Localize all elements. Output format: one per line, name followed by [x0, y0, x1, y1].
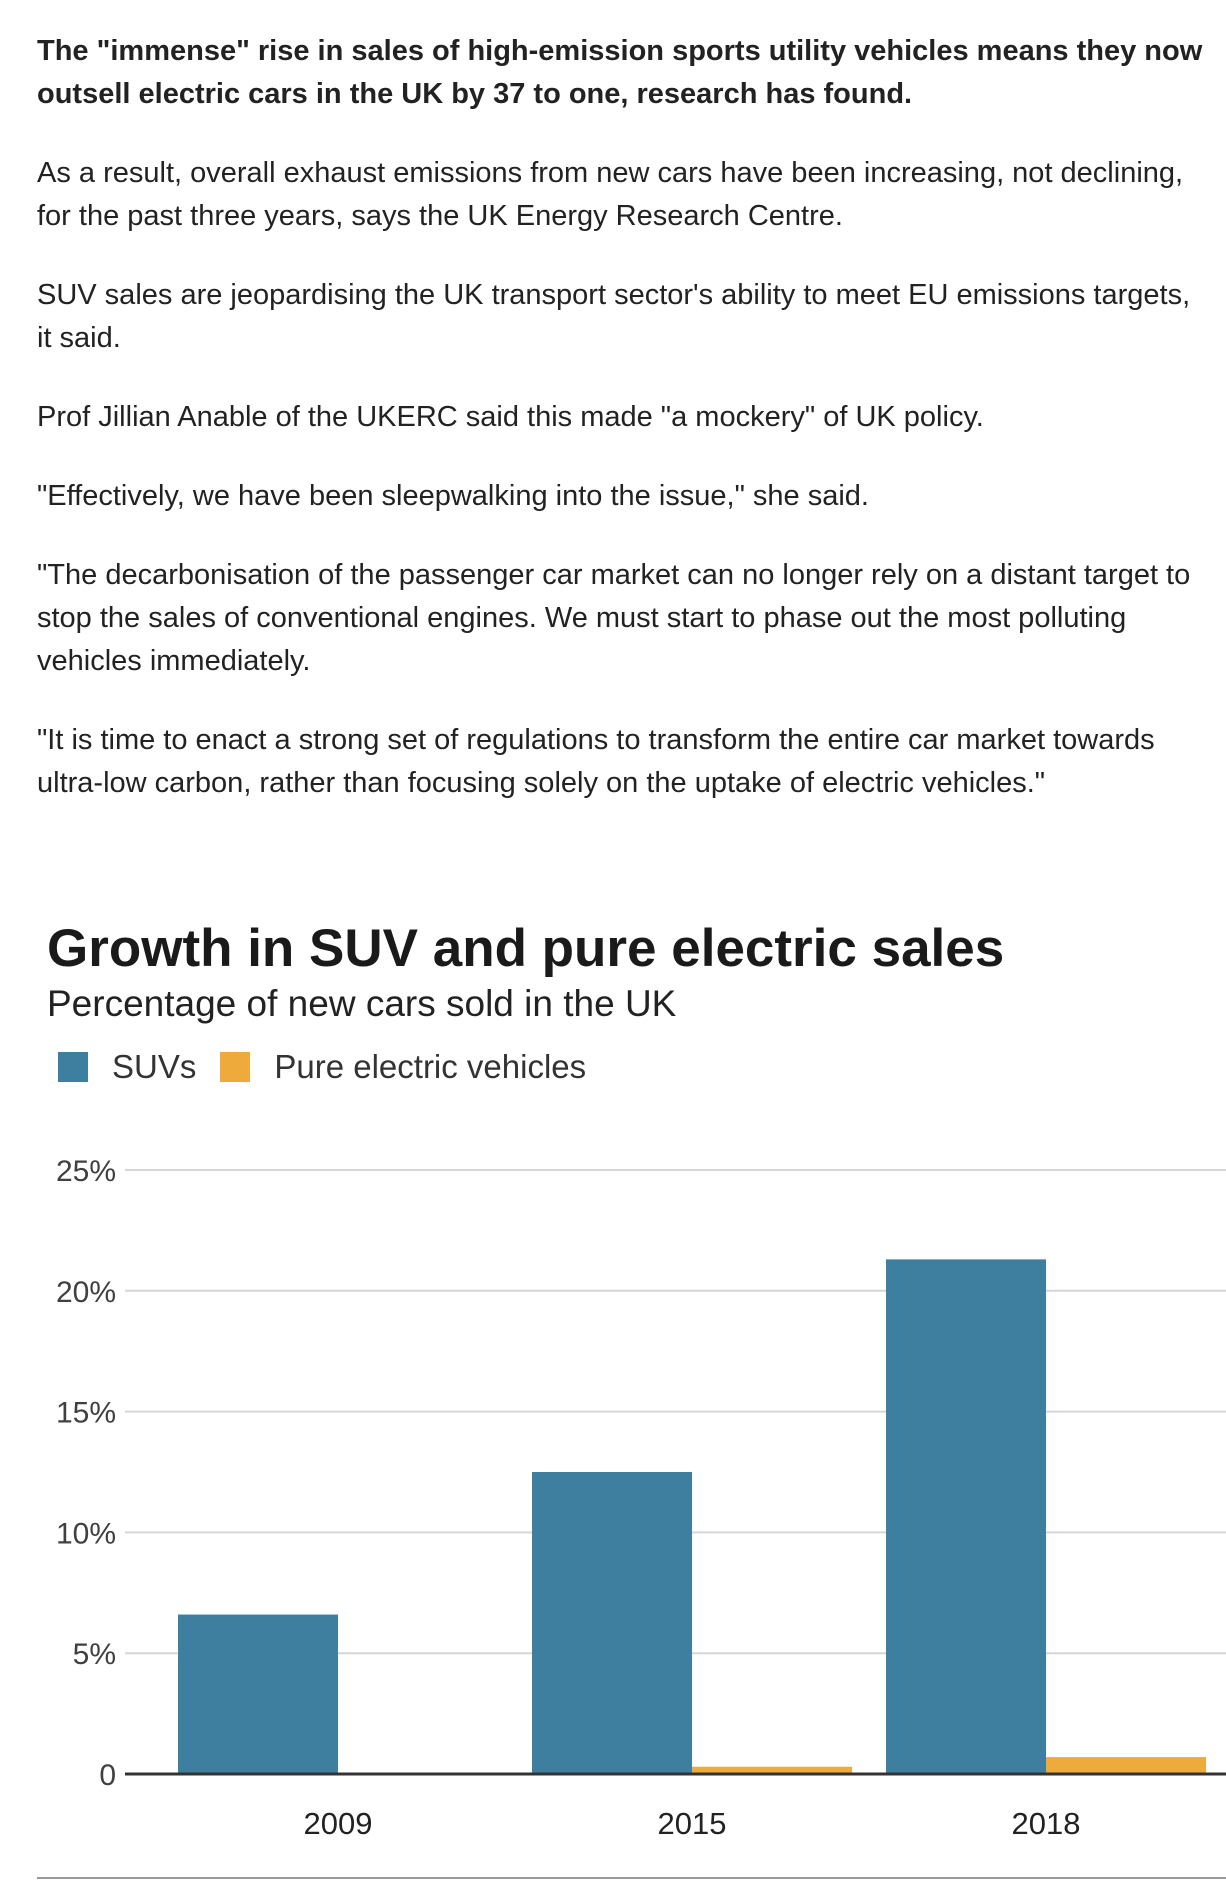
x-tick-label: 2015	[658, 1806, 727, 1841]
x-tick-label: 2018	[1012, 1806, 1081, 1841]
legend-item-electric: Pure electric vehicles	[220, 1048, 586, 1086]
article-paragraph: "Effectively, we have been sleepwalking …	[37, 480, 869, 512]
y-tick-label: 0	[99, 1759, 116, 1792]
bar-chart: 0 5% 10% 15% 20% 25% 2009 2015 2018	[37, 1155, 1226, 1879]
article-paragraph: "It is time to enact a strong set of reg…	[37, 724, 1155, 799]
chart-legend: SUVs Pure electric vehicles	[58, 1048, 610, 1086]
article-paragraph: As a result, overall exhaust emissions f…	[37, 157, 1184, 232]
bar-electric	[1046, 1757, 1206, 1774]
legend-label-suvs: SUVs	[112, 1048, 197, 1085]
article-paragraph: SUV sales are jeopardising the UK transp…	[37, 279, 1191, 354]
legend-swatch-electric	[220, 1052, 251, 1082]
x-tick-label: 2009	[304, 1806, 373, 1841]
article-paragraph: "The decarbonisation of the passenger ca…	[37, 559, 1191, 677]
bar-suvs	[178, 1614, 338, 1774]
article-intro: The "immense" rise in sales of high-emis…	[37, 35, 1203, 110]
y-tick-label: 25%	[56, 1155, 116, 1188]
chart-subtitle: Percentage of new cars sold in the UK	[47, 983, 677, 1024]
legend-label-electric: Pure electric vehicles	[274, 1048, 587, 1085]
bar-suvs	[532, 1472, 692, 1774]
y-tick-label: 20%	[56, 1276, 116, 1309]
y-tick-label: 15%	[56, 1397, 116, 1430]
legend-swatch-suvs	[58, 1052, 88, 1082]
y-tick-label: 5%	[73, 1638, 116, 1671]
bar-electric	[692, 1766, 852, 1774]
article-paragraph: Prof Jillian Anable of the UKERC said th…	[37, 401, 984, 433]
y-tick-label: 10%	[56, 1517, 116, 1550]
article-body: The "immense" rise in sales of high-emis…	[37, 30, 1207, 841]
legend-item-suvs: SUVs	[58, 1048, 196, 1086]
bar-suvs	[886, 1259, 1046, 1774]
chart-title: Growth in SUV and pure electric sales	[47, 919, 1005, 978]
